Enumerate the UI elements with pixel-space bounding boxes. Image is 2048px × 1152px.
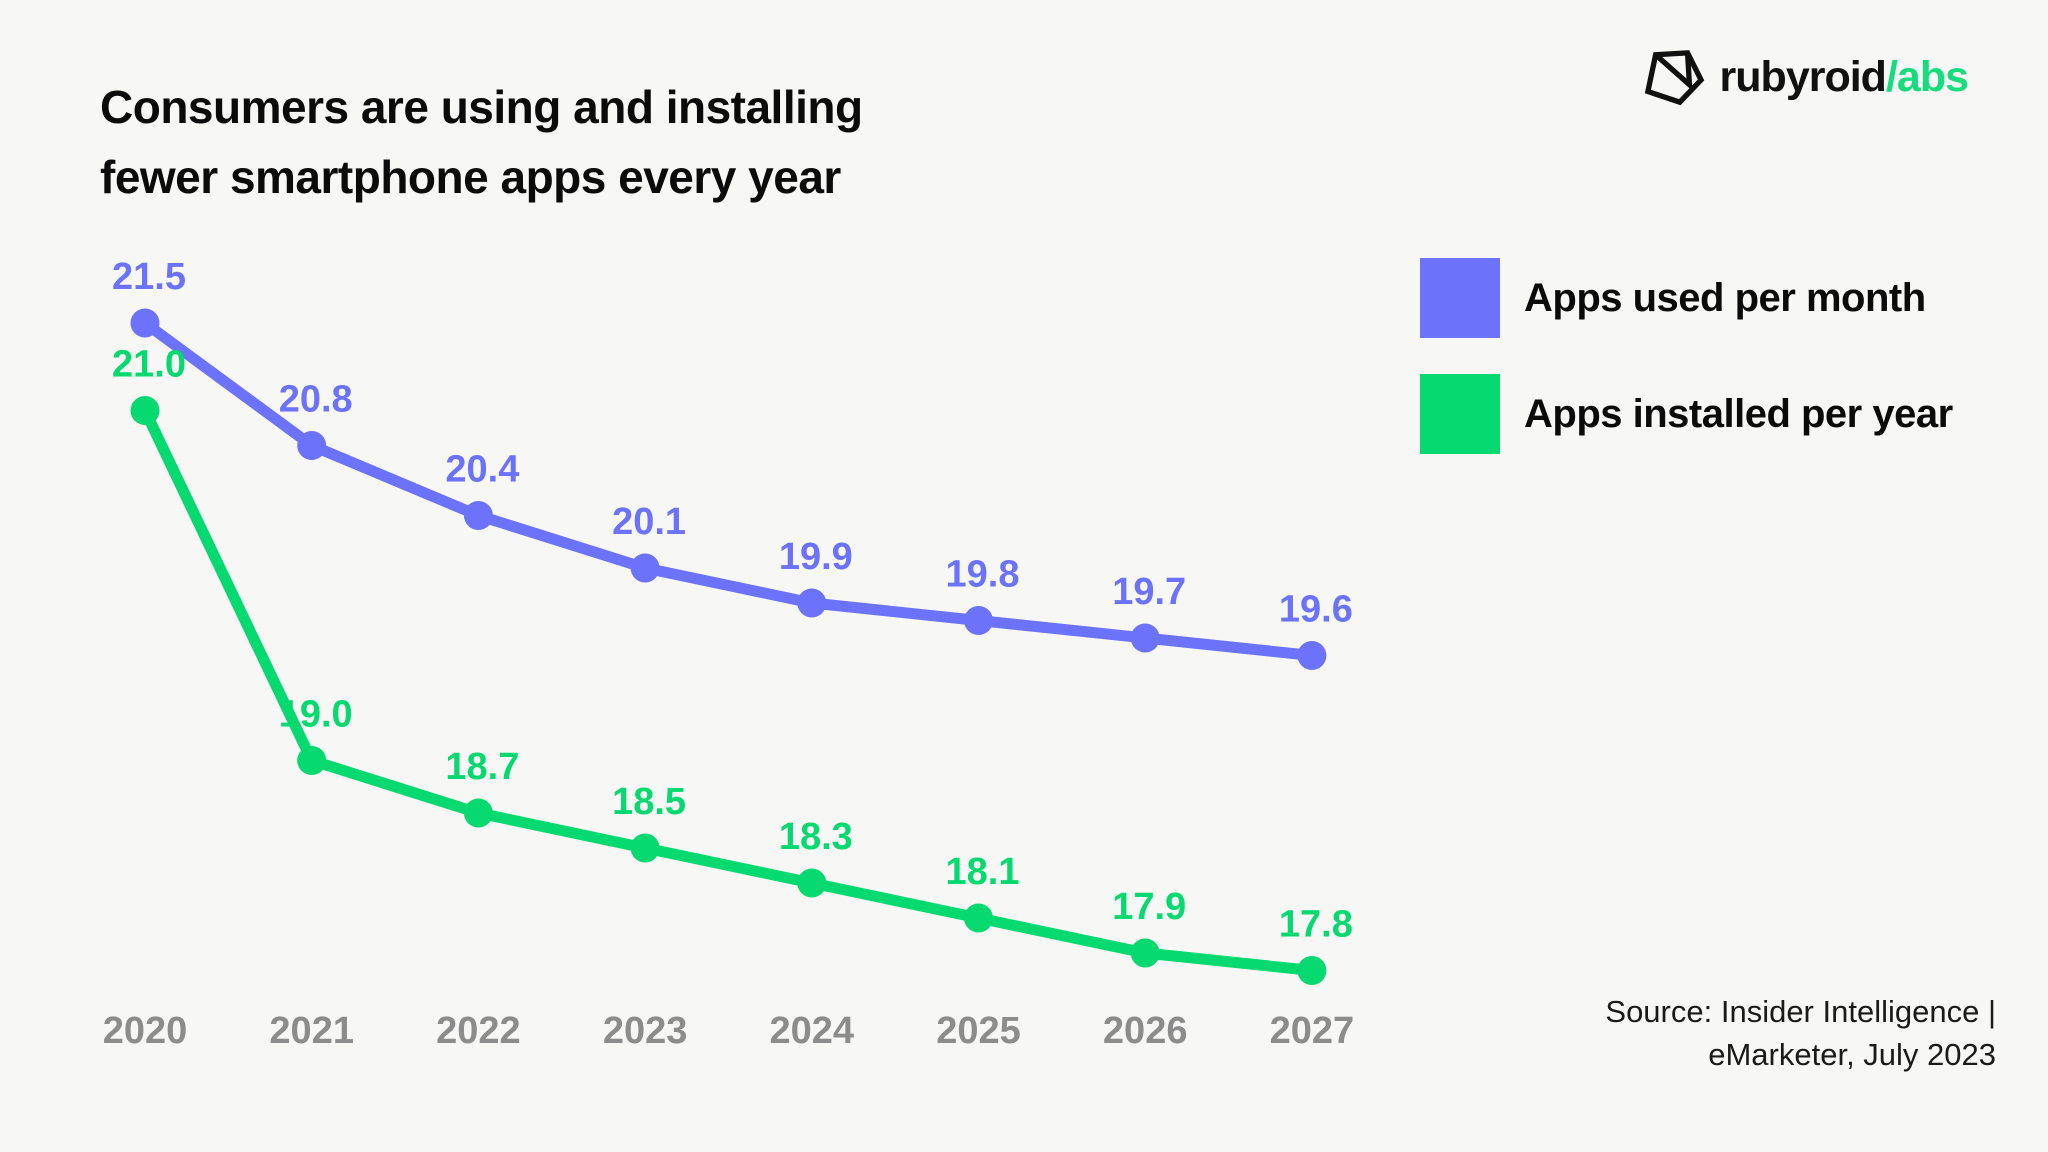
series-line-apps-installed-per-year [139, 405, 1318, 976]
data-point-apps-used-per-month-2023 [630, 553, 660, 583]
source-line-2: eMarketer, July 2023 [1708, 1037, 1996, 1072]
data-label-apps-installed-per-year-2026: 17.9 [1112, 886, 1186, 928]
data-label-apps-used-per-month-2022: 20.4 [445, 449, 519, 491]
data-label-apps-used-per-month-2025: 19.8 [946, 554, 1020, 596]
brand-logo: rubyroid/abs [1642, 48, 1969, 106]
data-point-apps-installed-per-year-2020 [130, 396, 160, 425]
source-attribution: Source: Insider Intelligence | eMarketer… [1605, 990, 1996, 1076]
data-point-apps-installed-per-year-2025 [964, 903, 993, 933]
data-label-apps-used-per-month-2026: 19.7 [1112, 571, 1186, 613]
legend-label-apps-used: Apps used per month [1524, 275, 1926, 320]
data-label-apps-installed-per-year-2022: 18.7 [445, 746, 519, 788]
x-axis-label-2024: 2024 [770, 1010, 855, 1052]
legend-swatch-apps-installed [1420, 374, 1500, 454]
data-point-apps-installed-per-year-2023 [630, 833, 660, 863]
data-label-apps-used-per-month-2023: 20.1 [612, 501, 686, 543]
data-point-apps-used-per-month-2021 [297, 431, 327, 460]
legend-swatch-apps-used [1420, 258, 1500, 338]
data-point-apps-installed-per-year-2024 [797, 868, 827, 898]
brand-logo-text-accent: /abs [1885, 52, 1969, 101]
legend: Apps used per month Apps installed per y… [1420, 258, 1953, 490]
data-point-apps-installed-per-year-2027 [1297, 956, 1327, 985]
data-point-apps-installed-per-year-2021 [297, 746, 327, 775]
legend-label-apps-installed: Apps installed per year [1524, 391, 1953, 436]
data-point-apps-installed-per-year-2022 [463, 798, 493, 828]
chart-title-line-2: fewer smartphone apps every year [100, 151, 841, 203]
chart-title-line-1: Consumers are using and installing [100, 81, 863, 133]
brand-logo-text: rubyroid/abs [1719, 52, 1969, 102]
data-point-apps-used-per-month-2024 [797, 588, 827, 618]
data-point-apps-used-per-month-2022 [463, 501, 493, 530]
data-point-apps-used-per-month-2025 [964, 606, 993, 635]
data-label-apps-installed-per-year-2025: 18.1 [946, 851, 1020, 893]
data-label-apps-installed-per-year-2027: 17.8 [1279, 904, 1353, 946]
data-label-apps-used-per-month-2024: 19.9 [779, 536, 853, 578]
gem-envelope-icon [1642, 48, 1706, 106]
series-line-apps-used-per-month [139, 317, 1318, 661]
data-label-apps-used-per-month-2021: 20.8 [279, 379, 353, 421]
x-axis-label-2025: 2025 [936, 1010, 1021, 1052]
data-point-apps-used-per-month-2020 [130, 308, 160, 338]
data-point-apps-used-per-month-2026 [1130, 623, 1160, 653]
x-axis-label-2022: 2022 [436, 1010, 521, 1052]
data-label-apps-installed-per-year-2024: 18.3 [779, 816, 853, 858]
brand-logo-text-black: rubyroid [1719, 52, 1887, 101]
x-axis-label-2020: 2020 [103, 1010, 188, 1052]
x-axis-label-2021: 2021 [269, 1010, 354, 1052]
data-label-apps-installed-per-year-2021: 19.0 [279, 694, 353, 736]
source-line-1: Source: Insider Intelligence | [1605, 994, 1996, 1029]
x-axis-label-2027: 2027 [1270, 1010, 1355, 1052]
legend-item-apps-installed: Apps installed per year [1420, 374, 1953, 454]
x-axis-label-2026: 2026 [1103, 1010, 1188, 1052]
data-point-apps-installed-per-year-2026 [1130, 938, 1160, 968]
chart-title: Consumers are using and installing fewer… [100, 72, 863, 212]
data-point-apps-used-per-month-2027 [1297, 641, 1327, 670]
x-axis-label-2023: 2023 [603, 1010, 688, 1052]
data-label-apps-installed-per-year-2023: 18.5 [612, 781, 686, 823]
data-label-apps-installed-per-year-2020: 21.0 [112, 344, 186, 386]
data-label-apps-used-per-month-2027: 19.6 [1279, 589, 1353, 631]
data-label-apps-used-per-month-2020: 21.5 [112, 256, 186, 298]
legend-item-apps-used: Apps used per month [1420, 258, 1953, 338]
